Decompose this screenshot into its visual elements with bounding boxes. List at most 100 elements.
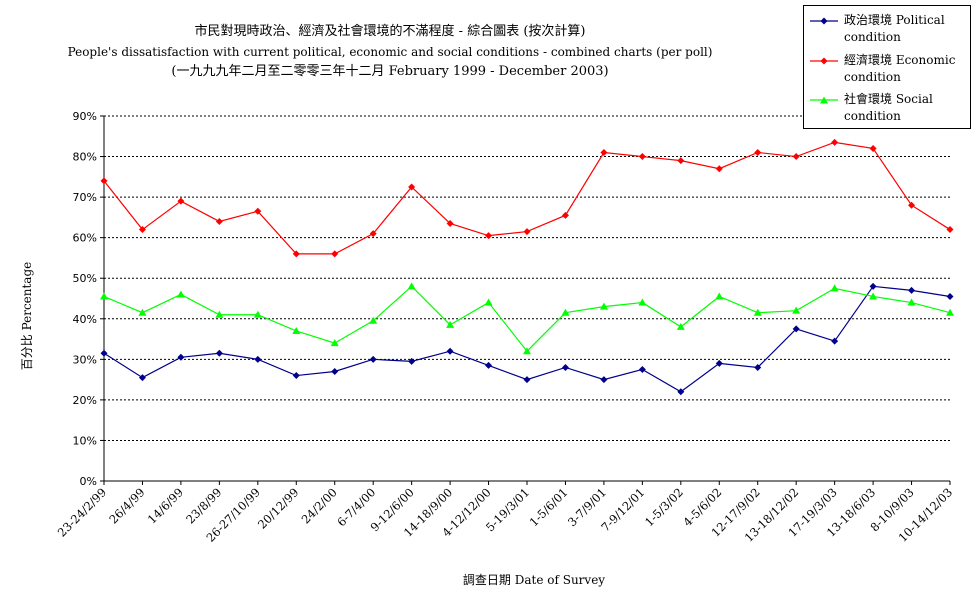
data-point [485, 232, 493, 240]
chart-subtitle: People's dissatisfaction with current po… [67, 45, 713, 59]
y-tick-label: 60% [73, 232, 97, 245]
data-point [754, 363, 762, 371]
data-point [100, 349, 108, 357]
data-point [561, 363, 569, 371]
data-point [792, 325, 800, 333]
data-point [869, 144, 877, 152]
data-point [408, 183, 416, 191]
data-point [908, 201, 916, 209]
data-point [215, 310, 224, 318]
data-point [254, 355, 262, 363]
data-point [369, 316, 378, 324]
legend-label-economic: 經濟環境 Economic condition [844, 53, 956, 84]
data-point [754, 149, 762, 156]
data-point [369, 355, 377, 363]
data-point [138, 308, 147, 316]
data-point [523, 376, 531, 384]
data-point [677, 157, 685, 165]
data-point [946, 292, 954, 300]
series-1 [100, 138, 954, 258]
gridlines [104, 115, 950, 441]
x-tick-label: 1-5/3/02 [642, 485, 686, 529]
legend-label-political: 政治環境 Political condition [844, 13, 945, 44]
y-tick-label: 40% [73, 313, 97, 326]
data-point [869, 282, 877, 290]
data-point [715, 292, 724, 300]
data-point [792, 153, 800, 161]
series-line [103, 141, 951, 255]
x-tick-label: 24/2/00 [299, 485, 340, 526]
legend-marker-political [810, 17, 838, 25]
legend: 政治環境 Political condition 經濟環境 Economic c… [803, 5, 971, 129]
y-tick-label: 90% [73, 110, 97, 123]
data-point [677, 388, 685, 396]
data-point [484, 298, 493, 306]
chart-period: (一九九九年二月至二零零三年十二月 February 1999 - Decemb… [171, 64, 609, 79]
data-point [330, 339, 339, 347]
data-point [908, 286, 916, 294]
data-point [407, 282, 416, 290]
data-point [561, 308, 570, 316]
data-point [408, 357, 416, 365]
y-tick-label: 10% [73, 434, 97, 447]
series-2 [100, 282, 954, 355]
y-tick-label: 30% [73, 353, 97, 366]
data-point [253, 310, 262, 318]
data-point [254, 207, 262, 215]
data-point [138, 374, 146, 382]
data-point [600, 376, 608, 384]
data-point [753, 308, 762, 316]
data-point [946, 308, 954, 316]
data-point [523, 347, 531, 355]
data-point [331, 368, 339, 375]
data-point [369, 230, 377, 238]
data-point [907, 298, 916, 306]
data-point [446, 320, 455, 328]
y-tick-label: 50% [73, 272, 97, 285]
x-tick-label: 1-5/6/01 [527, 485, 571, 529]
data-point [100, 292, 108, 300]
x-tick-label: 23-24/2/99 [55, 485, 109, 539]
data-point [676, 322, 685, 330]
data-point [176, 290, 185, 298]
data-point [561, 211, 569, 219]
data-point [100, 177, 108, 185]
data-point [446, 347, 454, 355]
y-axis-title: 百分比 Percentage [20, 262, 34, 371]
axes: 0%10%20%30%40%50%60%70%80%90%23-24/2/992… [55, 110, 955, 545]
series-line [103, 285, 951, 353]
data-point [792, 306, 801, 314]
data-point [446, 219, 454, 227]
data-point [292, 372, 300, 380]
data-point [523, 228, 531, 236]
data-point [599, 302, 608, 310]
data-point [215, 349, 223, 357]
series-group [100, 138, 954, 396]
data-point [292, 250, 300, 258]
legend-marker-social [810, 96, 838, 104]
data-point [485, 361, 493, 369]
x-tick-label: 20/12/99 [255, 485, 301, 531]
y-tick-label: 70% [73, 191, 97, 204]
series-0 [100, 282, 954, 396]
chart-title-block: 市民對現時政治、經濟及社會環境的不滿程度 - 綜合圖表 (按次計算) Peopl… [0, 22, 780, 82]
data-point [177, 197, 185, 205]
x-tick-label: 14/6/99 [145, 485, 186, 526]
y-tick-label: 0% [80, 475, 97, 488]
x-tick-label: 26/4/99 [106, 485, 147, 526]
data-point [638, 153, 646, 161]
data-point [600, 149, 608, 156]
data-point [638, 365, 646, 373]
series-line [103, 285, 951, 393]
data-point [292, 326, 301, 334]
data-point [831, 337, 839, 345]
data-point [715, 165, 723, 173]
data-point [715, 359, 723, 367]
data-point [638, 298, 647, 306]
data-point [869, 292, 878, 300]
data-point [331, 250, 339, 258]
legend-marker-economic [810, 57, 838, 65]
legend-label-social: 社會環境 Social condition [844, 92, 933, 123]
data-point [138, 226, 146, 234]
